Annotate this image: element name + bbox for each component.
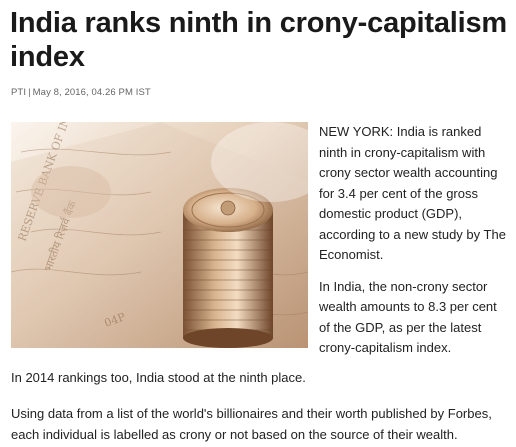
paragraph-3: In 2014 rankings too, India stood at the…	[11, 370, 306, 385]
article-headline: India ranks ninth in crony-capitalism in…	[10, 7, 507, 73]
coin-stack-photo: RESERVE BANK OF INDIA भारतीय रिज़र्व बैं…	[11, 122, 308, 348]
byline-date: May 8, 2016, 04.26 PM IST	[32, 87, 151, 98]
byline-separator: |	[28, 87, 31, 98]
paragraph-2: In India, the non-crony sector wealth am…	[319, 278, 497, 356]
coin-stack-icon: RESERVE BANK OF INDIA भारतीय रिज़र्व बैं…	[11, 122, 308, 348]
article-byline: PTI | May 8, 2016, 04.26 PM IST	[11, 87, 151, 98]
paragraph-4: Using data from a list of the world's bi…	[11, 406, 492, 442]
paragraph-1: NEW YORK: India is ranked ninth in crony…	[319, 124, 506, 262]
intro-text: NEW YORK: India is ranked ninth in crony…	[319, 122, 511, 370]
byline-source[interactable]: PTI	[11, 87, 27, 98]
